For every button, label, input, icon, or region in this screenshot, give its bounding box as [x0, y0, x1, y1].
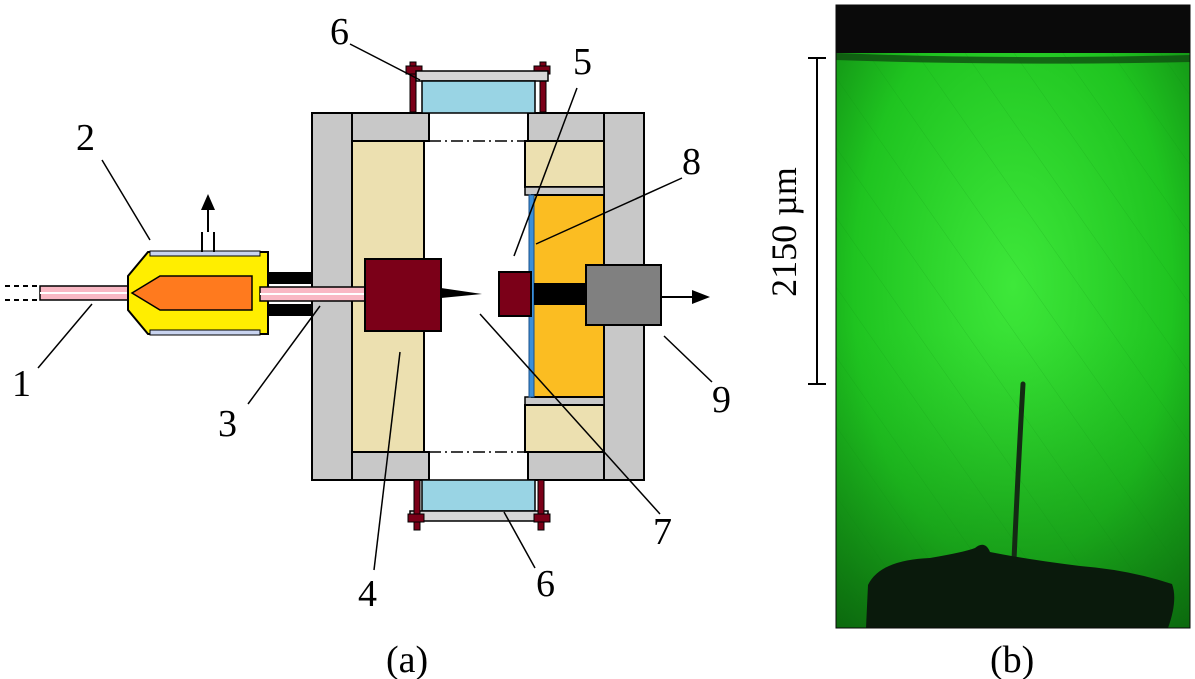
- top-window: [405, 61, 551, 114]
- sensor-block: [585, 264, 662, 326]
- optical-fiber: [5, 285, 133, 301]
- label-8: 8: [682, 141, 701, 183]
- needle-electrode: [364, 258, 442, 332]
- caption-a: (a): [386, 639, 428, 679]
- scale-bar-label: 2150 µm: [764, 167, 804, 297]
- heater-unit: [127, 194, 269, 336]
- apparatus-schematic: 1 2 3 4 5 6 7 8 6 9 (a): [5, 11, 731, 679]
- label-5: 5: [573, 41, 592, 83]
- bottom-window: [407, 479, 551, 531]
- needle-tip: [441, 288, 482, 298]
- fiber-feedthrough: [259, 286, 366, 302]
- leader-lines: [37, 43, 713, 571]
- connector-top: [268, 272, 312, 284]
- label-6-top: 6: [330, 11, 349, 53]
- label-3: 3: [218, 403, 237, 445]
- scale-bar: [808, 57, 826, 385]
- label-9: 9: [712, 379, 731, 421]
- microscope-image: 2150 µm (b): [764, 4, 1191, 679]
- label-7: 7: [653, 511, 672, 553]
- plane-electrode: [498, 271, 532, 317]
- right-insulator: [524, 140, 605, 453]
- label-6-bottom: 6: [536, 563, 555, 605]
- connector-bottom: [268, 304, 312, 316]
- label-2: 2: [76, 117, 95, 159]
- electrode-rod: [534, 283, 586, 305]
- caption-b: (b): [990, 639, 1034, 679]
- label-1: 1: [12, 363, 31, 405]
- label-4: 4: [358, 573, 377, 615]
